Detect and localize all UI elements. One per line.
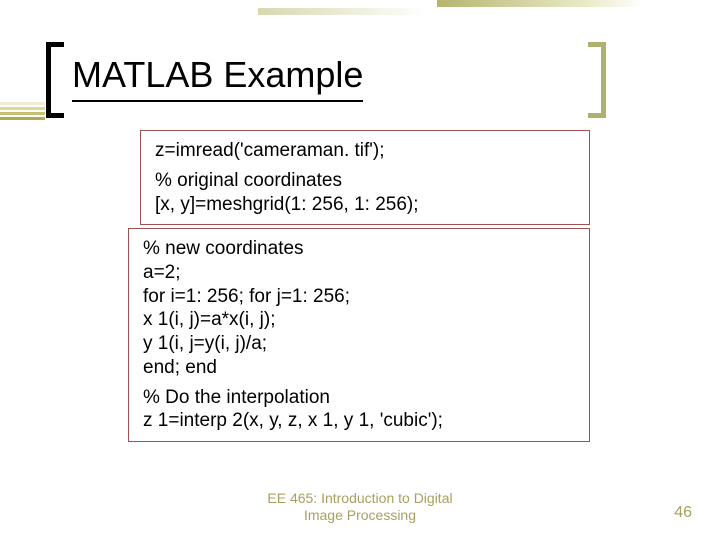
code-line: % Do the interpolation xyxy=(143,386,575,410)
code-line: for i=1: 256; for j=1: 256; xyxy=(143,285,575,309)
left-accent-bars xyxy=(0,102,45,122)
bracket-left xyxy=(46,42,64,118)
code-line: % original coordinates xyxy=(155,169,575,193)
code-line: end; end xyxy=(143,356,575,380)
code-line: y 1(i, j=y(i, j)/a; xyxy=(143,332,575,356)
code-block-2: % new coordinates a=2; for i=1: 256; for… xyxy=(128,228,590,442)
code-block-1: z=imread('cameraman. tif'); % original c… xyxy=(140,130,590,225)
code-line: z 1=interp 2(x, y, z, x 1, y 1, 'cubic')… xyxy=(143,409,575,433)
page-number: 46 xyxy=(674,504,692,522)
bracket-right xyxy=(588,42,606,118)
code-line: z=imread('cameraman. tif'); xyxy=(155,139,575,163)
code-line: % new coordinates xyxy=(143,237,575,261)
code-line: x 1(i, j)=a*x(i, j); xyxy=(143,308,575,332)
footer: EE 465: Introduction to Digital Image Pr… xyxy=(0,490,720,524)
top-accent-strip xyxy=(437,0,643,7)
footer-line-2: Image Processing xyxy=(267,507,452,524)
top-accent-strip-2 xyxy=(258,8,428,15)
title-frame: MATLAB Example xyxy=(46,42,606,118)
code-line: a=2; xyxy=(143,261,575,285)
slide-title: MATLAB Example xyxy=(72,54,363,102)
footer-line-1: EE 465: Introduction to Digital xyxy=(267,490,452,507)
code-line: [x, y]=meshgrid(1: 256, 1: 256); xyxy=(155,193,575,217)
